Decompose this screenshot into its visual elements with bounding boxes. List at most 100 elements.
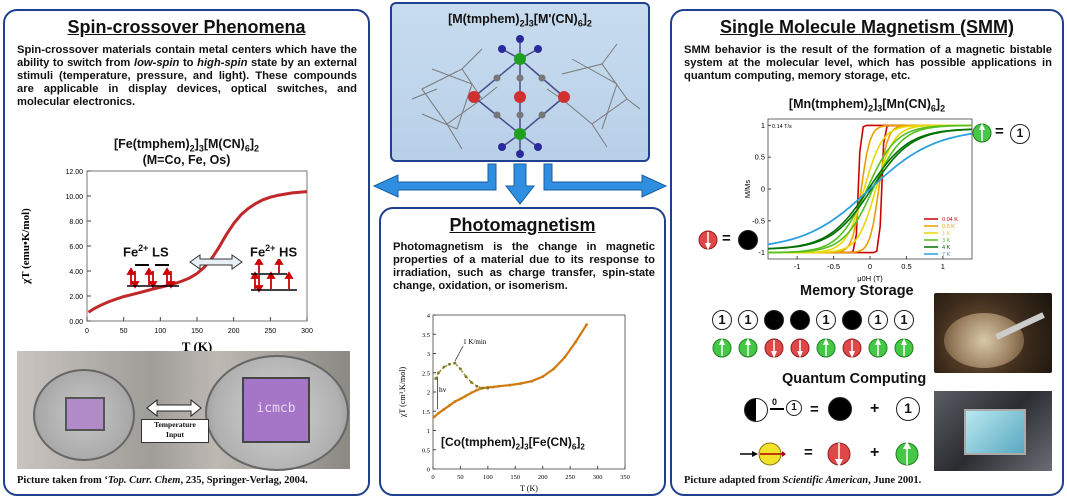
x-tick-label: 250 (565, 474, 575, 481)
data-point (448, 404, 451, 407)
series-line (433, 324, 588, 418)
yin-yang-icon (744, 398, 768, 422)
spin-crossover-text: Spin-crossover materials contain metal c… (17, 44, 357, 109)
data-point (453, 400, 457, 404)
rate-label: 1 K/min (463, 338, 487, 346)
flow-arrows (372, 163, 668, 205)
red-spin-icon (764, 338, 784, 358)
x-tick-label: 0.5 (901, 262, 911, 271)
x-tick-label: 300 (593, 474, 603, 481)
data-point (480, 386, 484, 390)
qubit-spin-icon (740, 442, 786, 466)
y-tick-label: 12.00 (65, 169, 83, 176)
spin-crossover-title: Spin-crossover Phenomena (67, 17, 306, 37)
spin-crossover-panel: Spin-crossover Phenomena Spin-crossover … (3, 9, 370, 496)
one-bit-icon: 1 (712, 310, 732, 330)
x-tick-label: 1 (941, 262, 945, 271)
data-point (519, 382, 523, 385)
one-bit-icon: 1 (868, 310, 888, 330)
legend-label: 7 K (942, 252, 951, 258)
x-tick-label: 100 (154, 328, 166, 335)
legend-label: 3 K (942, 238, 951, 244)
data-point (541, 375, 545, 378)
quantum-chip-photo (934, 391, 1052, 471)
fe-ls-label: Fe2+ LS (123, 243, 169, 260)
x-tick-label: 50 (457, 474, 464, 481)
one-bit-icon: 1 (894, 310, 914, 330)
green-spin-icon (895, 441, 919, 466)
memory-storage-title: Memory Storage (800, 283, 914, 299)
data-point (574, 340, 578, 344)
data-point (475, 384, 479, 388)
equals-sign: = (722, 230, 731, 247)
small-device-window (65, 397, 105, 431)
data-point (486, 386, 490, 390)
smm-panel: Single Molecule Magnetism (SMM) SMM beha… (670, 9, 1064, 496)
red-spin-icon (790, 338, 810, 358)
input-label: Input (166, 430, 184, 439)
x-tick-label: 0 (431, 474, 434, 481)
data-point (459, 367, 462, 371)
y-tick-label: 6.00 (69, 244, 83, 251)
y-tick-label: -0.5 (752, 216, 765, 225)
y-tick-label: 3.5 (422, 332, 430, 339)
hv-label: hv (439, 385, 447, 394)
y-tick-label: 8.00 (69, 219, 83, 226)
green-spin-icon (712, 338, 732, 358)
x-tick-label: 350 (620, 474, 630, 481)
text-high-spin: high-spin (197, 57, 248, 69)
y-tick-label: 2.5 (422, 370, 430, 377)
green-spin-icon (816, 338, 836, 358)
data-point (508, 383, 512, 387)
chip-core (964, 409, 1026, 455)
equals-sign: = (804, 444, 813, 461)
x-tick-label: 200 (228, 328, 240, 335)
credit-part: Picture adapted from (684, 475, 783, 486)
red-spin-icon (842, 338, 862, 358)
green-spin-icon (972, 123, 992, 143)
hysteresis-curve (768, 124, 972, 254)
hs-orbital-diagram (250, 259, 297, 293)
y-tick-label: 1 (761, 121, 765, 130)
red-spin-icon (698, 230, 718, 250)
right-credit: Picture adapted from Scientific American… (684, 475, 921, 486)
data-point (437, 371, 440, 375)
credit-magazine: Scientific American (782, 475, 869, 486)
hysteresis-curve (767, 132, 973, 246)
smm-title: Single Molecule Magnetism (SMM) (719, 17, 1015, 37)
green-spin-icon (738, 338, 758, 358)
data-point (470, 391, 473, 395)
y-axis-label: χT (emu•K/mol) (20, 208, 32, 285)
y-tick-label: 1 (427, 428, 430, 435)
y-tick-label: 1.5 (422, 409, 430, 416)
credit-part: , 235, Springer-Verlag, 2004. (180, 475, 308, 486)
co-formula: [Co(tmphem)2]3[Fe(CN)6]2 (441, 435, 585, 452)
y-tick-label: 0 (427, 467, 430, 474)
photomagnetism-text: Photomagnetism is the change in magnetic… (393, 241, 655, 292)
y-tick-label: 2 (427, 390, 430, 397)
fe-subformula: (M=Co, Fe, Os) (142, 153, 231, 167)
zero-bit-icon (842, 310, 862, 330)
x-tick-label: 250 (264, 328, 276, 335)
zero-bit-icon (828, 397, 852, 421)
data-point (432, 415, 436, 419)
double-arrow-icon (189, 254, 243, 270)
x-axis-label: μ0H (T) (857, 274, 883, 283)
data-point (453, 361, 457, 365)
superposition-one-icon: 1 (786, 400, 802, 416)
data-point (464, 394, 468, 398)
x-tick-label: 0 (85, 328, 89, 335)
y-tick-label: 4 (427, 313, 431, 320)
legend-label: 1 K (942, 231, 951, 237)
legend-label: 0.04 K (942, 217, 958, 223)
equals-sign: = (810, 401, 819, 418)
down-flow-arrow (504, 163, 536, 205)
hysteresis-curve (767, 128, 973, 250)
one-bit-icon: 1 (738, 310, 758, 330)
zero-bit-icon (764, 310, 784, 330)
green-spin-icon (868, 338, 888, 358)
green-spin-icon (894, 338, 914, 358)
fe-hs-label: Fe2+ HS (250, 243, 298, 260)
structure-panel: [M(tmphem)2]3[M'(CN)6]2 (390, 2, 650, 162)
